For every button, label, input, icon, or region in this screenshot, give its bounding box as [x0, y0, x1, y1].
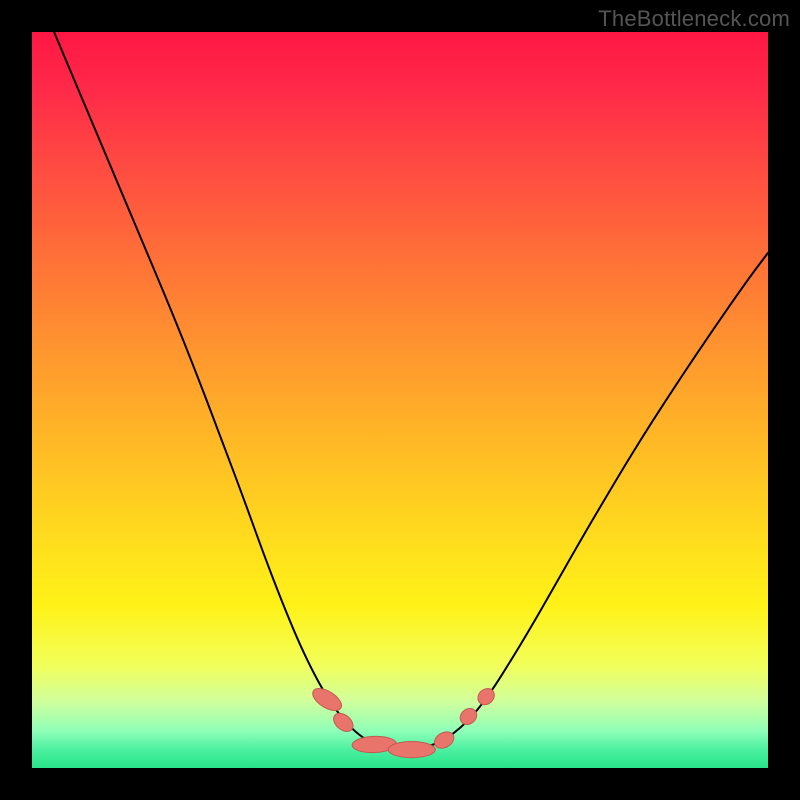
- chart-container: [32, 32, 768, 768]
- curve-marker: [388, 742, 435, 758]
- gradient-background: [32, 32, 768, 768]
- watermark-text: TheBottleneck.com: [598, 6, 790, 32]
- bottleneck-chart: [32, 32, 768, 768]
